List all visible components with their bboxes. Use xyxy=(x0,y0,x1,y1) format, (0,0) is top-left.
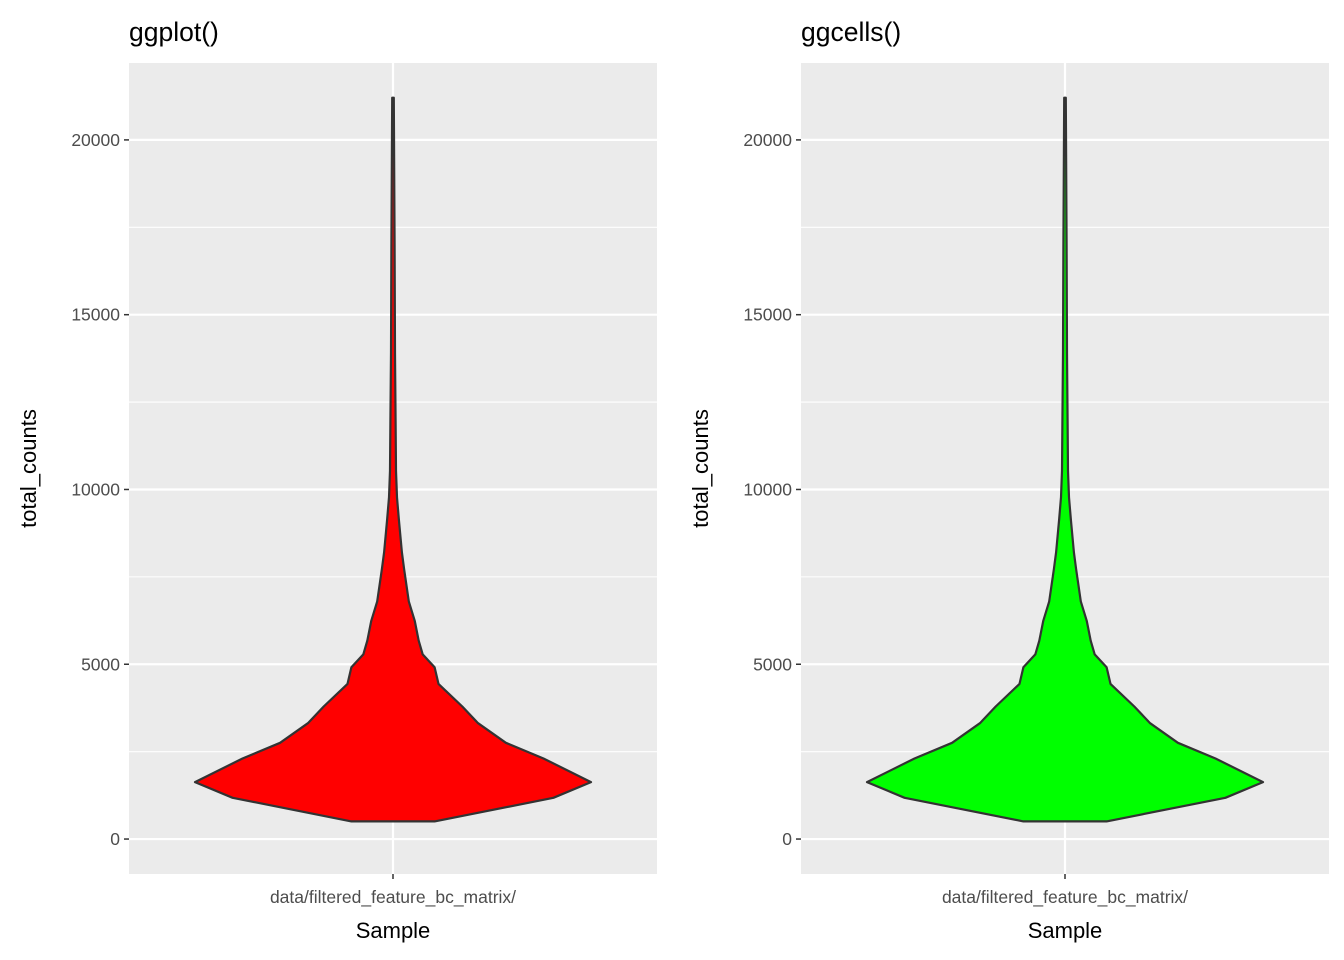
panel-title: ggcells() xyxy=(801,17,901,47)
y-tick-label: 15000 xyxy=(71,305,120,325)
panel-title: ggplot() xyxy=(129,17,219,47)
y-tick-label: 5000 xyxy=(81,654,120,674)
violin-shape xyxy=(193,96,593,823)
y-tick-label: 20000 xyxy=(743,130,792,150)
y-tick-label: 5000 xyxy=(753,654,792,674)
x-tick-label: data/filtered_feature_bc_matrix/ xyxy=(270,887,516,908)
y-tick-label: 0 xyxy=(782,829,792,849)
y-tick-label: 20000 xyxy=(71,130,120,150)
x-axis-title: Sample xyxy=(356,918,431,943)
y-tick-label: 15000 xyxy=(743,305,792,325)
violin-shape xyxy=(865,96,1265,823)
panel-2: 0 5000 10000 15000 20000 data/filtered_featur… xyxy=(688,17,1329,943)
y-axis-title: total_counts xyxy=(16,409,41,528)
x-axis-title: Sample xyxy=(1028,918,1103,943)
x-tick-label: data/filtered_feature_bc_matrix/ xyxy=(942,887,1188,908)
panel-1: 0 5000 10000 15000 20000 data/filtered_featur… xyxy=(16,17,657,943)
y-axis-title: total_counts xyxy=(688,409,713,528)
y-tick-label: 10000 xyxy=(743,479,792,499)
y-tick-label: 0 xyxy=(110,829,120,849)
y-tick-label: 10000 xyxy=(71,479,120,499)
